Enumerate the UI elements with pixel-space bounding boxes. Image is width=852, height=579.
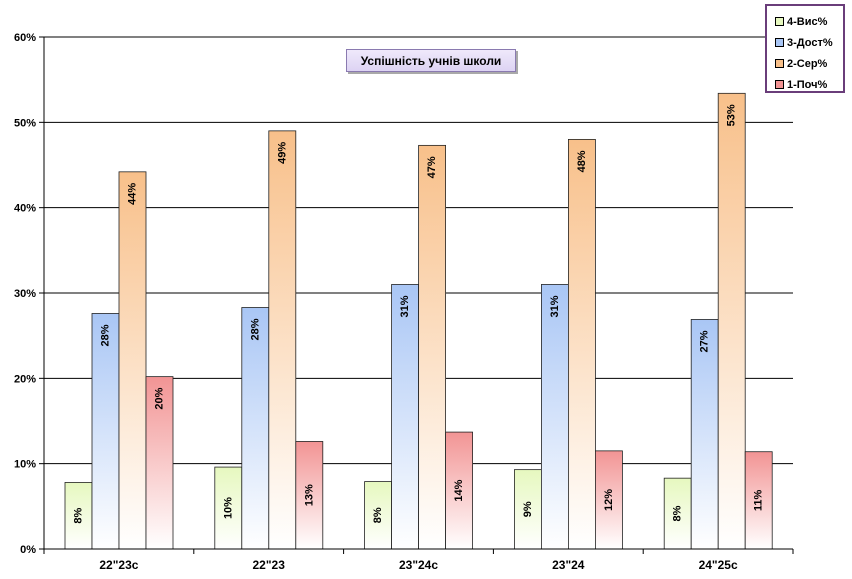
- axes: [43, 37, 794, 554]
- bar-1-Поч%-22"23с: [145, 376, 174, 550]
- data-labels: 8% 10% 8% 9% 8% 28% 28% 31% 31% 27% 44% 49% 47% 48% 53…: [73, 104, 765, 524]
- legend-item: 1-Поч%: [775, 74, 843, 95]
- bar-1-Поч%-23"24с: [445, 431, 474, 550]
- data-label: 28%: [100, 324, 112, 346]
- x-category-label: 22"23с: [99, 558, 138, 572]
- data-label: 44%: [127, 183, 139, 205]
- data-label: 11%: [753, 489, 765, 511]
- bar-2-Сер%-23"24: [568, 138, 596, 550]
- x-axis-categories: 22"23с 22"23 23"24с 23"24 24"25с: [99, 558, 738, 572]
- y-tick-label: 40%: [14, 203, 36, 215]
- y-tick-label: 20%: [14, 373, 36, 385]
- data-label: 20%: [154, 387, 166, 409]
- legend-swatch: [775, 80, 784, 89]
- bar-2-Сер%-22"23с: [118, 171, 147, 550]
- bar-2-Сер%-24"25с: [717, 92, 746, 550]
- chart-title: Успішність учнів школи: [346, 49, 516, 72]
- y-axis-ticks: 0% 10% 20% 30% 40% 50% 60%: [14, 32, 44, 556]
- legend-swatch: [775, 38, 784, 47]
- data-label: 8%: [73, 508, 85, 524]
- data-label: 47%: [426, 156, 438, 178]
- data-label: 14%: [453, 479, 465, 501]
- x-category-label: 23"24: [552, 558, 585, 572]
- legend-label: 3-Дост%: [787, 36, 833, 49]
- legend-swatch: [775, 17, 784, 26]
- y-tick-label: 0%: [20, 544, 36, 556]
- bar-2-Сер%-22"23: [268, 130, 297, 550]
- data-label: 12%: [603, 489, 615, 511]
- bar-2-Сер%-23"24с: [418, 144, 447, 550]
- x-category-label: 23"24с: [399, 558, 438, 572]
- legend-label: 4-Вис%: [787, 15, 828, 28]
- bar-1-Поч%-24"25с: [744, 451, 773, 550]
- bar-1-Поч%-23"24: [595, 450, 623, 550]
- legend-swatch: [775, 59, 784, 68]
- legend-label: 1-Поч%: [787, 78, 828, 91]
- bar-3-Дост%-24"25с: [690, 319, 719, 550]
- x-category-label: 22"23: [253, 558, 286, 572]
- legend-item: 2-Сер%: [775, 53, 843, 74]
- data-label: 31%: [549, 295, 561, 317]
- bar-3-Дост%-23"24с: [391, 284, 420, 550]
- data-label: 8%: [672, 505, 684, 521]
- bar-3-Дост%-22"23: [241, 307, 270, 550]
- data-label: 31%: [399, 295, 411, 317]
- bar-1-Поч%-22"23: [295, 441, 324, 550]
- data-label: 8%: [372, 507, 384, 523]
- data-label: 48%: [576, 150, 588, 172]
- legend-item: 4-Вис%: [775, 11, 843, 32]
- bars: [64, 92, 773, 550]
- data-label: 49%: [276, 142, 288, 164]
- legend: 4-Вис% 3-Дост% 2-Сер% 1-Поч%: [765, 4, 845, 93]
- x-category-label: 24"25с: [699, 558, 738, 572]
- bar-4-Вис%-23"24с: [364, 481, 393, 550]
- y-tick-label: 10%: [14, 459, 36, 471]
- y-tick-label: 60%: [14, 32, 36, 44]
- data-label: 53%: [726, 104, 738, 126]
- data-label: 13%: [303, 484, 315, 506]
- y-tick-label: 30%: [14, 288, 36, 300]
- y-tick-label: 50%: [14, 117, 36, 129]
- legend-item: 3-Дост%: [775, 32, 843, 53]
- data-label: 10%: [222, 497, 234, 519]
- data-label: 27%: [699, 330, 711, 352]
- legend-label: 2-Сер%: [787, 57, 828, 70]
- data-label: 28%: [249, 318, 261, 340]
- data-label: 9%: [522, 501, 534, 517]
- bar-3-Дост%-22"23с: [91, 313, 120, 550]
- bar-3-Дост%-23"24: [541, 284, 569, 550]
